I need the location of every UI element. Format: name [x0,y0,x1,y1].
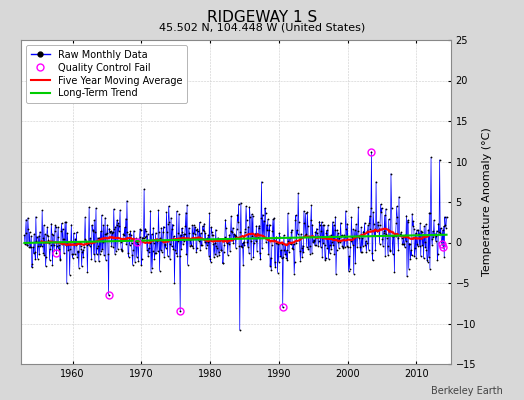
Y-axis label: Temperature Anomaly (°C): Temperature Anomaly (°C) [482,128,492,276]
Legend: Raw Monthly Data, Quality Control Fail, Five Year Moving Average, Long-Term Tren: Raw Monthly Data, Quality Control Fail, … [26,45,187,103]
Text: RIDGEWAY 1 S: RIDGEWAY 1 S [207,10,317,25]
Text: 45.502 N, 104.448 W (United States): 45.502 N, 104.448 W (United States) [159,22,365,32]
Text: Berkeley Earth: Berkeley Earth [431,386,503,396]
